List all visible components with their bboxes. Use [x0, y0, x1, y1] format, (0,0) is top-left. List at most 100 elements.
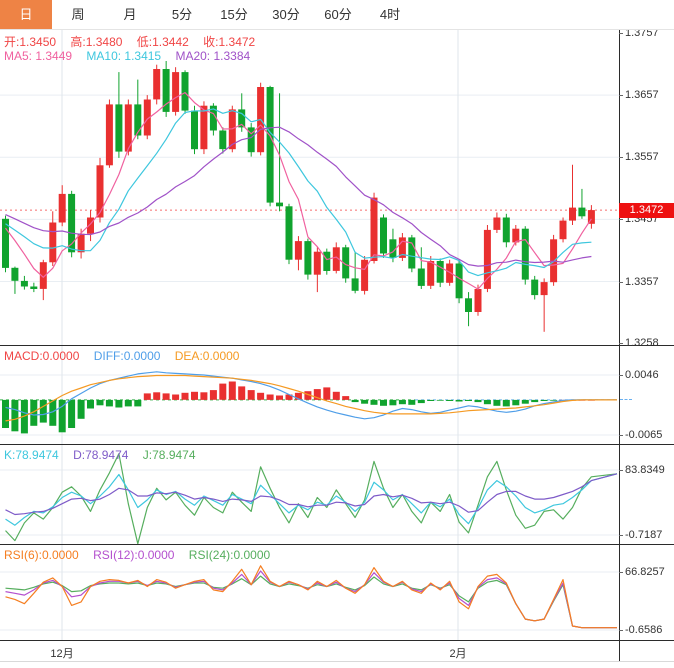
tab-4时[interactable]: 4时 [379, 7, 401, 22]
rsi-legend: RSI(6):0.0000 RSI(12):0.0000 RSI(24):0.0… [4, 548, 281, 562]
macd-canvas[interactable] [0, 346, 619, 444]
kdj-axis-label: 83.8349 [625, 464, 665, 476]
main-chart-panel[interactable] [0, 30, 619, 345]
candle-body [417, 268, 425, 286]
tab-60分[interactable]: 60分 [324, 7, 352, 22]
candle-body [323, 251, 331, 271]
candle-body [313, 251, 321, 275]
macd-bar [285, 394, 293, 400]
macd-zero-dash [620, 399, 632, 400]
candle-body [58, 193, 66, 223]
candle-body [2, 218, 9, 268]
macd-bar [153, 392, 161, 400]
candle-body [30, 286, 38, 289]
candle-body [351, 278, 359, 291]
macd-bar [351, 399, 359, 403]
macd-panel[interactable] [0, 346, 619, 444]
macd-bar [115, 399, 123, 408]
macd-bar [219, 383, 227, 400]
high-value: 高:1.3480 [70, 35, 123, 49]
candle-body [209, 105, 217, 131]
dea-line [5, 374, 617, 422]
rsi12-value: RSI(12):0.0000 [93, 548, 175, 562]
tab-30分[interactable]: 30分 [272, 7, 300, 22]
rsi-axis-label: -0.6586 [625, 624, 663, 636]
ma5-line [5, 91, 592, 290]
macd-bar [455, 399, 463, 402]
macd-bar [408, 399, 416, 405]
tab-月[interactable]: 月 [123, 7, 137, 22]
macd-bar [427, 399, 435, 401]
d-value: D:78.9474 [73, 448, 129, 462]
candle-body [124, 104, 132, 152]
macd-bar [58, 399, 66, 433]
tab-日[interactable]: 日 [0, 0, 52, 29]
candle-body [238, 109, 246, 128]
rsi6-value: RSI(6):0.0000 [4, 548, 79, 562]
macd-bar [276, 395, 283, 400]
macd-bar [257, 392, 265, 400]
tab-周[interactable]: 周 [71, 7, 85, 22]
candle-body [20, 280, 28, 287]
candle-body [294, 241, 302, 260]
macd-bar [68, 399, 76, 428]
kdj-canvas[interactable] [0, 445, 619, 544]
macd-bar [550, 399, 558, 401]
macd-bar [181, 392, 189, 400]
macd-bar [342, 396, 350, 400]
macd-bar [228, 381, 236, 400]
close-value: 收:1.3472 [203, 35, 256, 49]
main-axis-label: 1.3258 [625, 337, 659, 349]
macd-legend: MACD:0.0000 DIFF:0.0000 DEA:0.0000 [4, 349, 250, 363]
candle-body [200, 105, 208, 150]
tab-5分[interactable]: 5分 [171, 7, 193, 22]
ma5-value: MA5: 1.3449 [4, 49, 73, 63]
candle-body [219, 130, 227, 150]
bottom-divider [0, 661, 674, 662]
macd-bar [143, 393, 151, 400]
candle-body [361, 259, 369, 291]
candle-body [474, 289, 482, 312]
candle-body [587, 210, 595, 224]
macd-bar [502, 399, 510, 407]
candle-body [512, 228, 520, 243]
tab-15分[interactable]: 15分 [220, 7, 248, 22]
kdj-legend: K:78.9474 D:78.9474 J:78.9474 [4, 448, 207, 462]
macd-bar [96, 399, 104, 406]
candle-body [96, 165, 104, 218]
macd-bar [162, 393, 170, 400]
candle-body [540, 282, 548, 296]
axis-tick [619, 435, 623, 436]
xaxis-label: 12月 [50, 648, 74, 660]
k-line [5, 473, 618, 526]
kdj-panel[interactable] [0, 445, 619, 544]
main-axis-label: 1.3757 [625, 27, 659, 39]
macd-bar [436, 399, 444, 401]
ma20-value: MA20: 1.3384 [175, 49, 251, 63]
candle-body [266, 87, 274, 203]
candle-body [172, 72, 180, 112]
candle-body [285, 206, 293, 260]
main-chart-canvas[interactable] [0, 30, 619, 345]
macd-bar [398, 399, 406, 405]
ohlc-legend: 开:1.3450 高:1.3480 低:1.3442 收:1.3472 [4, 33, 266, 50]
main-axis-label: 1.3557 [625, 151, 659, 163]
axis-tick [619, 282, 623, 283]
macd-bar [540, 399, 548, 401]
rsi-canvas[interactable] [0, 545, 619, 640]
axis-tick [619, 95, 623, 96]
macd-axis-label: -0.0065 [625, 429, 663, 441]
macd-bar [493, 399, 501, 406]
candle-body [455, 263, 463, 299]
macd-bar [191, 391, 198, 400]
axis-tick [619, 630, 623, 631]
macd-bar [521, 399, 529, 404]
macd-bar [446, 399, 454, 401]
candle-body [115, 104, 123, 152]
open-value: 开:1.3450 [4, 35, 57, 49]
candle-body [143, 99, 151, 136]
rsi-panel[interactable] [0, 545, 619, 640]
macd-bar [238, 386, 246, 400]
candle-body [162, 69, 170, 112]
